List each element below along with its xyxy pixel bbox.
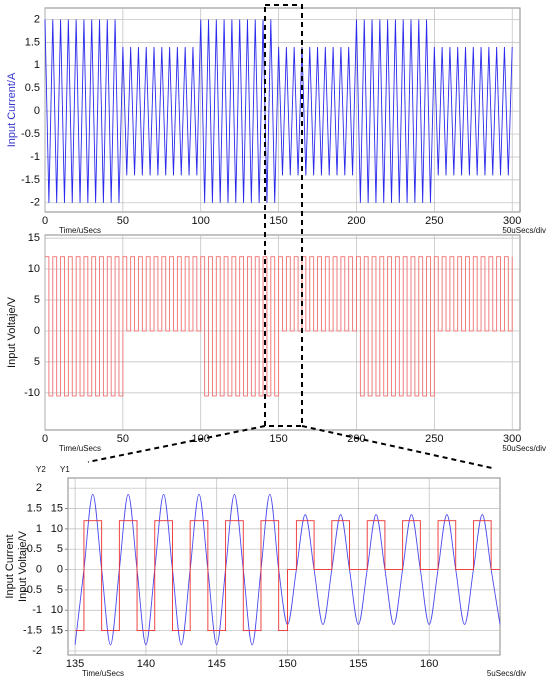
y-tick-label: 0.5 (25, 82, 40, 94)
y2-tick-label: 5 (57, 543, 63, 555)
y-tick-label: -0.5 (23, 584, 42, 596)
y-tick-label: 0 (34, 105, 40, 117)
x-tick-label: 160 (420, 658, 438, 670)
x-tick-label: 155 (349, 658, 367, 670)
y-tick-label: -1 (30, 151, 40, 163)
y-axis-label: Input Current/A (6, 72, 18, 147)
step-line (75, 520, 500, 632)
x-axis-label: Time/uSecs (59, 444, 101, 453)
y2-tick-label: 15 (51, 502, 63, 514)
x-tick-label: 300 (503, 433, 521, 445)
x-tick-label: 100 (192, 215, 210, 227)
y-tick-label: 2 (36, 482, 42, 494)
scale-label: 50uSecs/div (502, 226, 546, 235)
x-tick-label: 150 (278, 658, 296, 670)
y-tick-label: 1 (34, 59, 40, 71)
y-tick-label: -1.5 (21, 174, 40, 186)
x-tick-label: 0 (42, 433, 48, 445)
zoom-box (264, 4, 303, 427)
step-line (45, 256, 513, 397)
y-tick-label: 5 (34, 294, 40, 306)
y-tick-label: -2 (32, 645, 42, 657)
zoom-line (301, 425, 493, 469)
y-tick-label: 0.5 (27, 543, 42, 555)
scale-label: 50uSecs/div (502, 444, 546, 453)
x-tick-label: 250 (425, 215, 443, 227)
y2-axis-label: Input Voltaje/V (17, 530, 29, 602)
axis-tag: Y2 (36, 465, 46, 474)
y2-tick-label: 10 (51, 523, 63, 535)
y-tick-label: 2 (34, 13, 40, 25)
x-tick-label: 50 (117, 215, 129, 227)
y2-tick-label: 0 (57, 563, 63, 575)
y-tick-label: 5 (34, 356, 40, 368)
y-tick-label: 1.5 (27, 502, 42, 514)
y-axis-label: Input Voltaje/V (6, 296, 18, 368)
plot-area (67, 477, 501, 656)
y-tick-label: 1.5 (25, 36, 40, 48)
x-tick-label: 0 (42, 215, 48, 227)
y2-tick-label: 10 (51, 604, 63, 616)
y-tick-label: 1 (36, 523, 42, 535)
y2-tick-label: 15 (51, 624, 63, 636)
x-tick-label: 300 (503, 215, 521, 227)
y-tick-label: 0 (34, 325, 40, 337)
x-tick-label: 150 (269, 433, 287, 445)
x-tick-label: 50 (117, 433, 129, 445)
line (74, 493, 501, 646)
x-tick-label: 140 (137, 658, 155, 670)
zoom-line (87, 425, 266, 463)
plot-area (44, 7, 521, 213)
y-tick-label: 10 (28, 263, 40, 275)
x-axis-label: Time/uSecs (59, 226, 101, 235)
x-tick-label: 200 (347, 215, 365, 227)
y-tick-label: 0 (36, 563, 42, 575)
x-tick-label: 250 (425, 433, 443, 445)
line (44, 19, 513, 203)
y-tick-label: -1 (32, 604, 42, 616)
y-tick-label: -1.5 (23, 624, 42, 636)
y2-tick-label: 5 (57, 584, 63, 596)
y-tick-label: -2 (30, 197, 40, 209)
y-tick-label: 15 (28, 232, 40, 244)
y-axis-label: Input Current (4, 534, 16, 598)
axis-tag: Y1 (60, 465, 70, 474)
x-axis-label: Time/uSecs (82, 669, 124, 678)
x-tick-label: 150 (269, 215, 287, 227)
x-tick-label: 145 (208, 658, 226, 670)
x-tick-label: 135 (66, 658, 84, 670)
y-tick-label: -10 (24, 387, 40, 399)
y-tick-label: -0.5 (21, 128, 40, 140)
scale-label: 5uSecs/div (487, 669, 526, 678)
